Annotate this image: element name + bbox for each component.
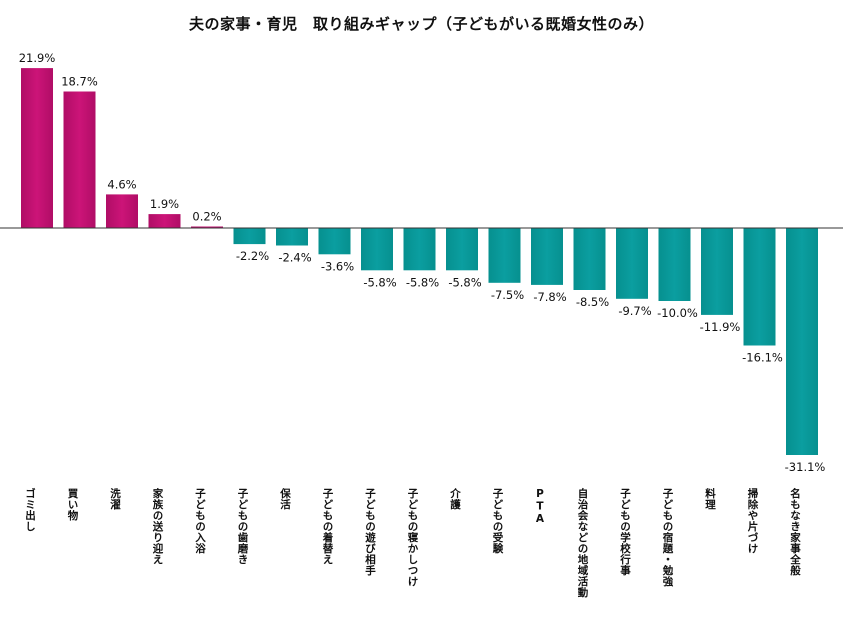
data-label-4: 1.9%	[150, 197, 179, 211]
category-label-19: 名もなき家事全般	[789, 488, 801, 576]
data-label-3: 4.6%	[107, 177, 136, 191]
bar-14	[573, 228, 606, 290]
category-label-9: 子どもの遊び相手	[364, 488, 376, 576]
bar-17	[701, 228, 733, 315]
category-label-13: PTA	[534, 488, 546, 526]
data-label-1: 21.9%	[19, 51, 56, 65]
bar-19	[786, 228, 818, 455]
data-label-19: -31.1%	[785, 460, 826, 474]
category-label-7: 保活	[279, 488, 291, 510]
bar-13	[531, 228, 563, 285]
category-label-15: 子どもの学校行事	[619, 488, 631, 576]
data-label-16: -10.0%	[657, 306, 698, 320]
bar-4	[148, 214, 181, 228]
data-label-15: -9.7%	[618, 304, 651, 318]
data-label-8: -3.6%	[321, 259, 354, 273]
chart-title: 夫の家事・育児 取り組みギャップ（子どもがいる既婚女性のみ）	[188, 15, 654, 33]
category-label-10: 子どもの寝かしつけ	[406, 488, 419, 587]
data-label-11: -5.8%	[448, 275, 481, 289]
data-label-2: 18.7%	[61, 75, 98, 89]
category-label-4: 家族の送り迎え	[151, 488, 164, 565]
category-label-16: 子どもの宿題・勉強	[661, 488, 674, 587]
bar-3	[106, 194, 138, 228]
bar-9	[361, 228, 393, 271]
bar-8	[318, 228, 351, 255]
data-label-10: -5.8%	[406, 275, 439, 289]
data-label-13: -7.8%	[533, 290, 566, 304]
bar-5	[191, 226, 223, 228]
data-label-6: -2.2%	[236, 249, 269, 263]
category-label-2: 買い物	[66, 488, 79, 521]
bar-18	[743, 228, 776, 346]
data-label-18: -16.1%	[742, 351, 783, 365]
category-label-1: ゴミ出し	[24, 488, 36, 532]
category-label-17: 料理	[704, 488, 716, 510]
bar-10	[403, 228, 436, 271]
data-label-5: 0.2%	[192, 210, 221, 224]
category-label-3: 洗濯	[109, 488, 121, 510]
category-label-14: 自治会などの地域活動	[576, 488, 589, 598]
data-label-14: -8.5%	[576, 295, 609, 309]
category-label-8: 子どもの着替え	[321, 488, 334, 565]
bar-11	[446, 228, 478, 271]
data-label-9: -5.8%	[363, 275, 396, 289]
category-label-11: 介護	[449, 488, 461, 510]
bar-1	[21, 68, 53, 228]
bar-7	[276, 228, 308, 246]
category-label-5: 子どもの入浴	[194, 488, 206, 554]
bar-6	[233, 228, 266, 245]
data-label-7: -2.4%	[278, 251, 311, 265]
data-label-17: -11.9%	[700, 320, 741, 334]
category-label-12: 子どもの受験	[491, 488, 504, 554]
bar-15	[616, 228, 648, 299]
data-label-12: -7.5%	[491, 288, 524, 302]
bar-2	[63, 91, 96, 228]
category-label-6: 子どもの歯磨き	[236, 488, 249, 565]
category-label-18: 掃除や片づけ	[746, 488, 759, 554]
bar-16	[658, 228, 691, 301]
bar-12	[488, 228, 521, 283]
